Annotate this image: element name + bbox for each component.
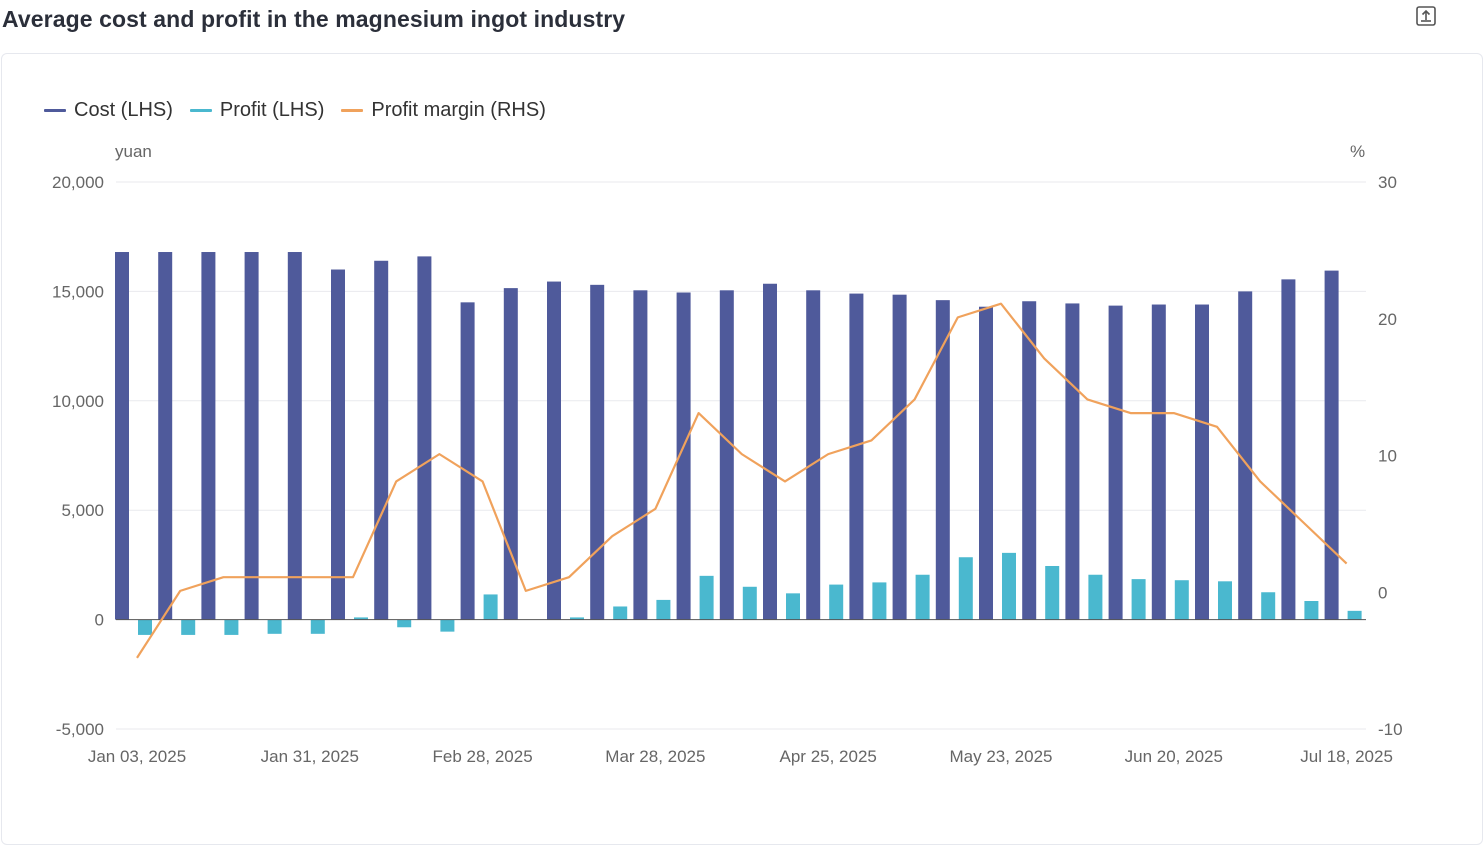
bar-cost <box>331 269 345 620</box>
bar-cost <box>935 300 950 620</box>
bar-cost <box>158 252 173 620</box>
bar-cost <box>1065 303 1080 620</box>
bar-cost <box>244 252 259 620</box>
bar-profit <box>1174 580 1189 620</box>
left-axis-tick-label: 5,000 <box>61 501 104 520</box>
bar-profit <box>872 582 887 620</box>
bar-cost <box>763 283 777 620</box>
x-axis-tick-label: Jun 20, 2025 <box>1125 747 1223 766</box>
legend-swatch-profit <box>189 109 212 112</box>
right-axis-tick-label: 20 <box>1378 310 1397 329</box>
left-axis-tick-label: 15,000 <box>52 282 104 301</box>
right-axis-tick-label: 30 <box>1378 173 1397 192</box>
bar-profit <box>354 617 368 620</box>
bar-profit <box>613 606 628 620</box>
legend-label-margin: Profit margin (RHS) <box>371 99 546 121</box>
x-axis-tick-label: May 23, 2025 <box>949 747 1052 766</box>
bar-profit <box>829 584 844 620</box>
bar-profit <box>742 586 757 620</box>
bar-profit <box>786 593 800 620</box>
bar-profit <box>440 619 455 632</box>
bar-cost <box>1022 301 1037 620</box>
legend-label-cost: Cost (LHS) <box>74 99 173 121</box>
legend-swatch-margin <box>341 109 364 112</box>
left-axis-tick-label: 10,000 <box>52 392 104 411</box>
x-axis-tick-label: Mar 28, 2025 <box>605 747 705 766</box>
bar-cost <box>633 290 648 620</box>
bar-cost <box>1238 291 1253 620</box>
x-axis-tick-label: Jul 18, 2025 <box>1300 747 1393 766</box>
bar-profit <box>699 575 714 620</box>
chart-plot: -5,000 0 5,000 10,000 15,000 20,000 -10 0 10 20 30… <box>52 173 1403 766</box>
bar-cost <box>1108 305 1123 620</box>
chart-legend: Cost (LHS) Profit (LHS) Profit margin (R… <box>44 99 563 122</box>
bar-profit <box>397 619 412 628</box>
bar-profit <box>656 599 671 620</box>
bar-profit <box>267 619 282 634</box>
bar-profit <box>1088 574 1103 620</box>
bar-cost <box>979 306 993 620</box>
bar-profit <box>224 619 239 635</box>
bar-profit <box>1045 565 1060 620</box>
x-axis-tick-label: Jan 31, 2025 <box>261 747 359 766</box>
bar-cost <box>806 290 821 620</box>
left-axis-tick-label: 0 <box>95 611 104 630</box>
legend-swatch-cost <box>44 109 66 112</box>
left-axis-tick-label: 20,000 <box>52 173 104 192</box>
right-axis-tick-label: 10 <box>1378 447 1397 466</box>
bar-cost <box>287 252 302 620</box>
bar-cost <box>892 294 907 620</box>
bar-cost <box>1324 270 1339 620</box>
bar-profit <box>958 557 973 620</box>
bar-profit <box>915 574 930 620</box>
bar-profit <box>138 619 152 635</box>
bar-profit <box>1347 610 1362 620</box>
bar-profit <box>1002 552 1016 620</box>
bar-cost <box>503 288 518 620</box>
legend-item-profit[interactable]: Profit (LHS) <box>189 99 325 122</box>
right-axis-unit: % <box>1350 142 1366 161</box>
x-axis-tick-label: Jan 03, 2025 <box>88 747 186 766</box>
bar-profit <box>310 619 325 634</box>
left-axis-unit: yuan <box>115 142 152 161</box>
bar-profit <box>1261 592 1276 620</box>
line-profit-margin <box>136 302 1348 659</box>
bar-profit <box>1131 579 1146 620</box>
bar-cost <box>719 290 734 620</box>
bar-cost <box>115 252 129 620</box>
bar-cost <box>417 256 432 620</box>
bar-cost <box>460 302 475 620</box>
bar-cost <box>374 260 389 620</box>
bar-cost <box>676 292 691 620</box>
x-axis-tick-label: Apr 25, 2025 <box>780 747 877 766</box>
bar-cost <box>201 252 216 620</box>
legend-item-cost[interactable]: Cost (LHS) <box>44 99 173 122</box>
bar-profit <box>181 619 196 635</box>
bar-profit <box>570 617 584 620</box>
page-title: Average cost and profit in the magnesium… <box>2 6 626 32</box>
legend-item-margin[interactable]: Profit margin (RHS) <box>341 99 546 122</box>
bar-profit <box>1218 581 1232 620</box>
legend-label-profit: Profit (LHS) <box>219 99 325 121</box>
bar-cost <box>1151 304 1166 620</box>
bar-cost <box>1195 304 1209 620</box>
right-axis-tick-label: 0 <box>1378 583 1387 602</box>
bar-cost <box>590 284 605 620</box>
bar-profit <box>1304 601 1319 620</box>
x-axis-tick-label: Feb 28, 2025 <box>432 747 532 766</box>
bar-cost <box>1281 279 1296 620</box>
bar-cost <box>849 293 864 620</box>
bar-profit <box>483 594 498 620</box>
bar-cost <box>547 281 561 620</box>
left-axis-tick-label: -5,000 <box>56 720 104 739</box>
export-icon[interactable] <box>1415 5 1437 27</box>
right-axis-tick-label: -10 <box>1378 720 1403 739</box>
